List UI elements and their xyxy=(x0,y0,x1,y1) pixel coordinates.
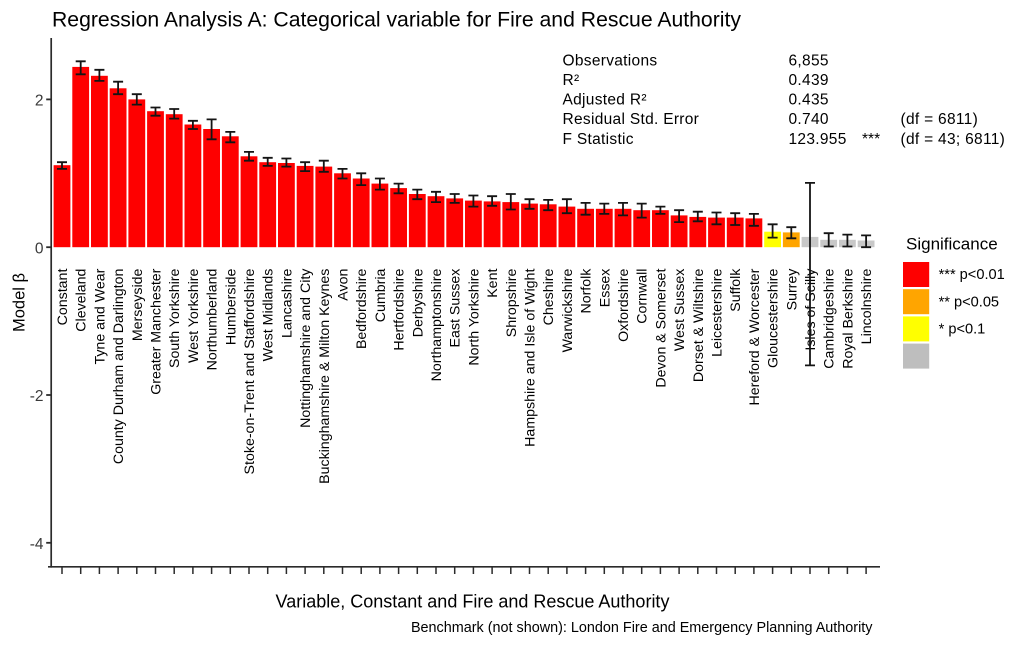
svg-text:Regression Analysis A: Categor: Regression Analysis A: Categorical varia… xyxy=(52,8,741,31)
svg-text:Buckinghamshire & Milton Keyne: Buckinghamshire & Milton Keynes xyxy=(317,269,333,484)
svg-text:County Durham and Darlington: County Durham and Darlington xyxy=(111,269,127,465)
svg-text:Essex: Essex xyxy=(597,269,613,308)
svg-text:Residual Std. Error: Residual Std. Error xyxy=(563,111,700,128)
svg-text:** p<0.05: ** p<0.05 xyxy=(939,294,999,310)
svg-text:North Yorkshire: North Yorkshire xyxy=(466,268,482,365)
svg-text:0.439: 0.439 xyxy=(789,72,829,89)
svg-text:Cleveland: Cleveland xyxy=(74,269,90,332)
svg-text:Northumberland: Northumberland xyxy=(205,269,221,371)
svg-text:Merseyside: Merseyside xyxy=(130,268,146,341)
svg-text:Isles of Scilly: Isles of Scilly xyxy=(803,268,819,351)
svg-text:Leicestershire: Leicestershire xyxy=(710,268,726,356)
svg-text:West Midlands: West Midlands xyxy=(261,269,277,362)
svg-text:Hereford & Worcester: Hereford & Worcester xyxy=(747,268,763,405)
svg-text:Tyne and Wear: Tyne and Wear xyxy=(92,268,108,364)
svg-text:Lincolnshire: Lincolnshire xyxy=(859,268,875,344)
svg-text:Variable, Constant and Fire an: Variable, Constant and Fire and Rescue A… xyxy=(276,591,670,611)
svg-text:Constant: Constant xyxy=(55,269,71,326)
svg-text:Surrey: Surrey xyxy=(784,268,800,311)
svg-text:Kent: Kent xyxy=(485,269,501,298)
svg-text:South Yorkshire: South Yorkshire xyxy=(167,269,183,368)
svg-text:(df = 6811): (df = 6811) xyxy=(901,111,979,128)
svg-text:6,855: 6,855 xyxy=(789,53,829,70)
svg-text:Northamptonshire: Northamptonshire xyxy=(429,269,445,382)
svg-text:Cumbria: Cumbria xyxy=(373,269,389,323)
svg-text:Suffolk: Suffolk xyxy=(728,268,744,312)
svg-text:Lancashire: Lancashire xyxy=(279,269,295,339)
svg-text:Avon: Avon xyxy=(336,269,352,301)
svg-text:Adjusted R²: Adjusted R² xyxy=(563,92,647,109)
svg-text:Derbyshire: Derbyshire xyxy=(410,269,426,338)
svg-text:F Statistic: F Statistic xyxy=(563,131,634,148)
svg-text:West Sussex: West Sussex xyxy=(672,269,688,352)
svg-text:Stoke-on-Trent and Staffordshi: Stoke-on-Trent and Staffordshire xyxy=(242,269,258,475)
svg-text:East Sussex: East Sussex xyxy=(448,269,464,348)
svg-text:Significance: Significance xyxy=(906,234,998,253)
svg-text:Oxfordshire: Oxfordshire xyxy=(616,268,632,341)
svg-text:Benchmark (not shown): London: Benchmark (not shown): London Fire and E… xyxy=(411,620,873,636)
svg-text:Devon & Somerset: Devon & Somerset xyxy=(653,269,669,388)
svg-text:Hampshire and Isle of Wight: Hampshire and Isle of Wight xyxy=(523,269,539,447)
svg-text:*** p<0.01: *** p<0.01 xyxy=(939,267,1005,283)
svg-text:0: 0 xyxy=(35,240,44,257)
svg-text:Cheshire: Cheshire xyxy=(541,268,557,325)
svg-text:Model β: Model β xyxy=(11,273,29,332)
svg-text:Humberside: Humberside xyxy=(223,269,239,346)
svg-text:Gloucestershire: Gloucestershire xyxy=(766,268,782,367)
svg-text:Greater Manchester: Greater Manchester xyxy=(149,268,165,394)
svg-text:Bedfordshire: Bedfordshire xyxy=(354,269,370,350)
svg-text:0.740: 0.740 xyxy=(789,111,829,128)
svg-text:Royal Berkshire: Royal Berkshire xyxy=(840,268,856,368)
svg-text:* p<0.1: * p<0.1 xyxy=(939,322,986,338)
svg-text:Cambridgeshire: Cambridgeshire xyxy=(822,269,838,369)
svg-text:Nottinghamshire and City: Nottinghamshire and City xyxy=(298,268,314,428)
svg-text:0.435: 0.435 xyxy=(789,92,829,109)
svg-text:Warwickshire: Warwickshire xyxy=(560,269,576,353)
svg-text:***: *** xyxy=(862,131,880,148)
svg-text:Dorset & Wiltshire: Dorset & Wiltshire xyxy=(691,269,707,383)
svg-text:123.955: 123.955 xyxy=(789,131,847,148)
svg-text:-4: -4 xyxy=(30,536,44,553)
svg-text:West Yorkshire: West Yorkshire xyxy=(186,269,202,363)
svg-text:R²: R² xyxy=(563,72,580,89)
svg-text:Shropshire: Shropshire xyxy=(504,269,520,338)
svg-text:-2: -2 xyxy=(30,388,44,405)
svg-text:Norfolk: Norfolk xyxy=(579,268,595,314)
svg-text:Cornwall: Cornwall xyxy=(635,269,651,324)
svg-text:Hertfordshire: Hertfordshire xyxy=(392,269,408,351)
svg-text:Observations: Observations xyxy=(563,53,658,70)
svg-text:(df = 43; 6811): (df = 43; 6811) xyxy=(901,131,1006,148)
svg-text:2: 2 xyxy=(35,93,44,110)
